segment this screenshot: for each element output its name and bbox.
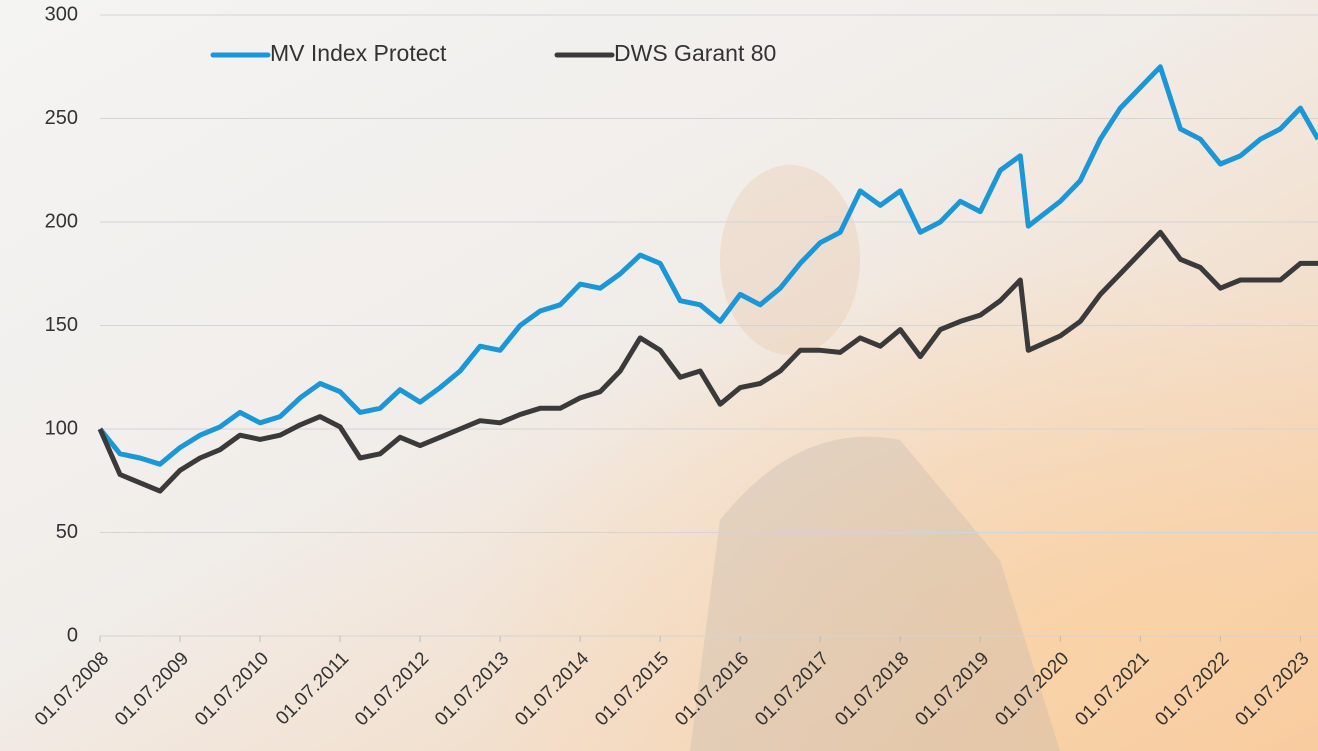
legend-label: MV Index Protect [270,40,447,66]
photo-figure [720,165,860,355]
y-tick-label: 100 [45,417,78,439]
y-tick-label: 50 [56,521,78,543]
series-line [98,64,1318,467]
legend-label: DWS Garant 80 [614,40,776,66]
series-line [97,229,1318,494]
y-tick-label: 150 [45,314,78,336]
photo-figure [690,436,1060,751]
y-tick-label: 250 [45,107,78,129]
y-tick-label: 200 [45,210,78,232]
y-tick-label: 300 [45,3,78,25]
y-tick-label: 0 [67,624,78,646]
